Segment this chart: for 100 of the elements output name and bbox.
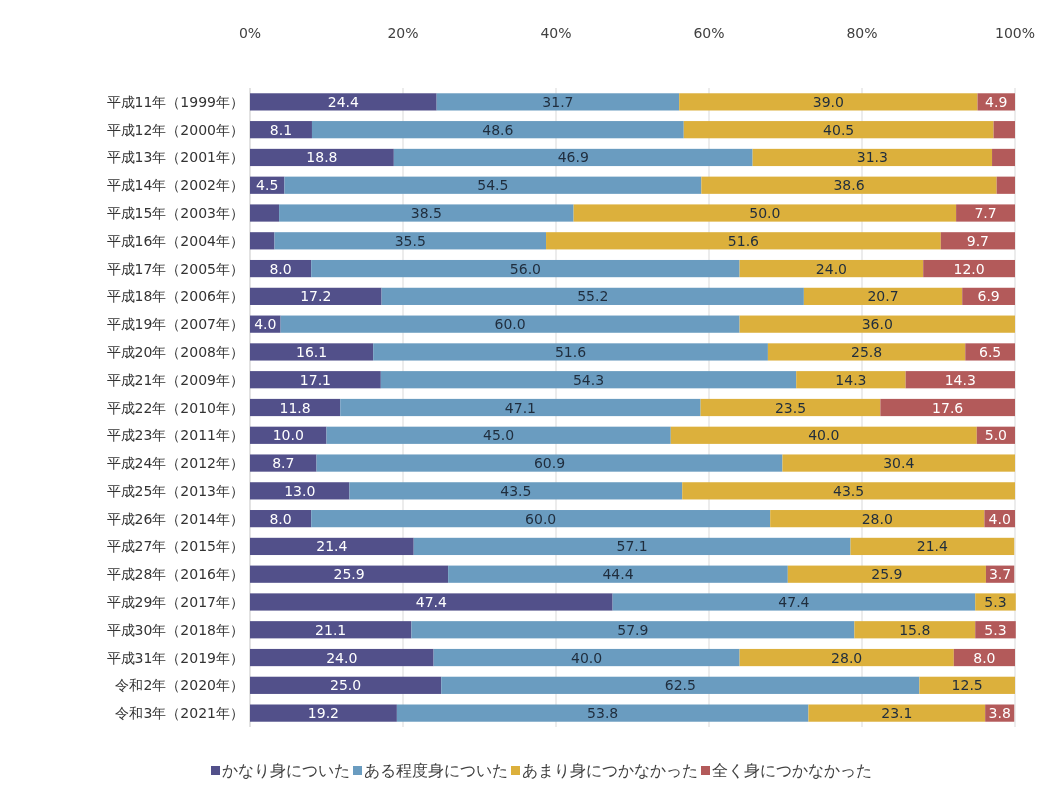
bar <box>396 704 809 722</box>
bar <box>850 537 1015 556</box>
data-label: 18.8 <box>306 149 338 166</box>
bar <box>250 676 442 694</box>
bar <box>250 454 317 472</box>
x-tick-label: 20% <box>387 25 419 41</box>
bar <box>250 482 350 500</box>
bar <box>250 704 397 722</box>
bar <box>441 676 920 694</box>
data-label: 31.7 <box>542 93 574 110</box>
legend-label: かなり身についた <box>222 761 350 780</box>
data-label: 3.8 <box>988 705 1011 722</box>
bar <box>311 121 684 139</box>
data-label: 21.4 <box>916 538 949 555</box>
data-label: 25.0 <box>330 677 362 694</box>
bar <box>250 537 414 556</box>
data-label: 8.1 <box>269 121 293 138</box>
bar <box>411 621 855 639</box>
bar <box>992 148 1015 167</box>
bar <box>280 315 740 333</box>
data-label: 14.3 <box>944 371 976 388</box>
bar <box>279 204 574 222</box>
y-tick-label: 平成13年（2001年） <box>106 149 244 166</box>
data-label: 36.0 <box>861 316 893 333</box>
data-label: 45.0 <box>483 427 515 444</box>
data-label: 6.9 <box>977 288 1000 305</box>
data-label: 46.9 <box>557 149 589 166</box>
data-label: 4.0 <box>988 510 1011 527</box>
data-label: 55.2 <box>577 288 609 305</box>
data-label: 43.5 <box>500 482 532 499</box>
bar <box>679 93 978 111</box>
bar <box>965 343 1015 361</box>
bar <box>940 232 1015 250</box>
data-label: 39.0 <box>812 93 844 110</box>
bar <box>996 176 1015 194</box>
bar <box>782 454 1015 472</box>
bar <box>349 482 683 500</box>
bar <box>448 565 788 583</box>
y-tick-label: 令和3年（2021年） <box>115 705 244 722</box>
data-label: 48.6 <box>482 121 514 138</box>
y-tick-label: 平成24年（2012年） <box>106 455 244 472</box>
y-tick-label: 令和2年（2020年） <box>115 677 244 694</box>
data-label: 24.0 <box>815 260 847 277</box>
data-label: 3.7 <box>988 566 1012 583</box>
legend-label: ある程度身についた <box>364 761 508 780</box>
bar <box>250 93 437 111</box>
data-label: 56.0 <box>509 260 541 277</box>
data-label: 57.9 <box>617 621 649 638</box>
bar <box>808 704 986 722</box>
data-label: 54.5 <box>477 177 509 194</box>
data-label: 5.3 <box>984 593 1007 610</box>
y-tick-label: 平成15年（2003年） <box>106 205 244 222</box>
data-label: 16.1 <box>296 343 328 360</box>
data-label: 8.7 <box>272 455 295 472</box>
legend-label: 全く身につかなかった <box>712 761 872 780</box>
y-tick-label: 平成28年（2016年） <box>106 566 244 583</box>
bar <box>340 398 701 417</box>
data-label: 4.9 <box>985 93 1008 110</box>
data-label: 53.8 <box>587 705 619 722</box>
data-label: 51.6 <box>554 343 587 360</box>
data-label: 8.0 <box>973 649 996 666</box>
bar <box>739 648 954 667</box>
bar <box>284 176 702 194</box>
legend-label: あまり身につかなかった <box>522 761 698 780</box>
bar <box>393 148 753 167</box>
data-label: 8.0 <box>269 260 292 277</box>
bar <box>250 648 434 667</box>
bar <box>250 287 382 305</box>
data-label: 54.3 <box>572 371 605 388</box>
y-tick-label: 平成30年（2018年） <box>106 621 244 638</box>
bar <box>274 232 547 250</box>
bar <box>787 565 986 583</box>
data-label: 7.7 <box>974 205 997 222</box>
y-tick-label: 平成25年（2013年） <box>106 482 244 499</box>
bar <box>250 204 280 222</box>
bar <box>956 204 1015 222</box>
bar <box>316 454 783 472</box>
data-label: 24.0 <box>326 649 358 666</box>
bar <box>700 398 881 417</box>
data-label: 60.0 <box>525 510 557 527</box>
data-label: 20.7 <box>867 288 899 305</box>
data-label: 6.5 <box>979 343 1002 360</box>
bar <box>854 621 976 639</box>
data-label: 9.7 <box>966 232 990 249</box>
bar <box>250 371 381 389</box>
data-label: 47.1 <box>504 399 537 416</box>
bar <box>975 593 1016 611</box>
bar <box>683 121 994 139</box>
data-label: 50.0 <box>749 205 781 222</box>
y-tick-label: 平成23年（2011年） <box>106 427 244 444</box>
bar <box>250 232 275 250</box>
bar <box>250 148 394 167</box>
y-tick-label: 平成12年（2000年） <box>106 121 244 138</box>
bar <box>682 482 1015 500</box>
bar <box>433 648 740 667</box>
x-tick-label: 100% <box>994 25 1036 41</box>
data-label: 21.4 <box>316 538 348 555</box>
data-label: 60.0 <box>494 316 526 333</box>
bar <box>770 510 985 528</box>
y-tick-label: 平成27年（2015年） <box>106 538 244 555</box>
